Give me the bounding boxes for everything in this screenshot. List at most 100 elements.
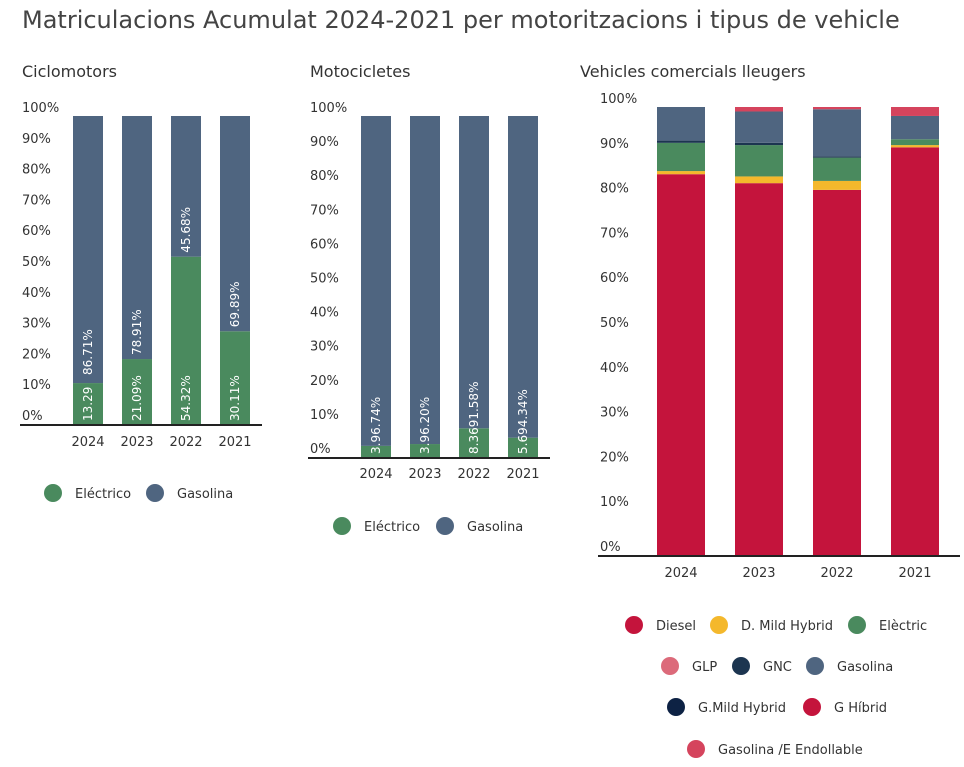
data-label: 3.96.20% [418,397,432,454]
y-tick-label: 90% [22,132,51,147]
bar-segment [657,174,705,555]
bar-segment [813,156,861,158]
panel-title: Vehicles comercials lleugers [580,62,806,81]
y-tick-label: 10% [22,378,51,393]
data-label: 8.3691.58% [467,382,481,454]
legend-label: Gasolina [467,520,523,535]
data-label: 3.96.74% [369,397,383,454]
x-tick-label: 2024 [359,467,392,482]
bar-segment [410,116,440,445]
y-tick-label: 70% [600,226,629,241]
data-label: 69.89% [228,281,242,327]
legend-marker [661,657,679,675]
x-tick-label: 2024 [71,435,104,450]
bar-segment [813,109,861,157]
y-tick-label: 0% [310,442,331,457]
bar-segment [657,107,705,141]
data-label: 13.29 [81,387,95,421]
y-tick-label: 20% [600,450,629,465]
bar-segment [735,111,783,143]
y-tick-label: 90% [600,137,629,152]
legend-marker [803,698,821,716]
panel-title: Motocicletes [310,62,410,81]
x-tick-label: 2022 [820,566,853,581]
y-tick-label: 100% [310,101,347,116]
y-tick-label: 60% [600,271,629,286]
bar-segment [122,359,152,424]
bar-segment [735,107,783,112]
bar-segment [73,383,103,424]
data-label: 5.694.34% [516,389,530,454]
y-tick-label: 10% [600,495,629,510]
y-tick-label: 0% [22,409,43,424]
bar-segment [735,183,783,555]
legend-label: Diesel [656,619,696,634]
bar-segment [657,171,705,175]
bar-segment [508,116,538,438]
x-tick-label: 2022 [169,435,202,450]
y-tick-label: 50% [22,255,51,270]
legend-marker [625,616,643,634]
legend-label: Elèctric [879,619,927,634]
bar-segment [459,428,489,457]
bar-segment [891,107,939,116]
bar-segment [410,444,440,457]
y-tick-label: 10% [310,408,339,423]
legend-marker [732,657,750,675]
y-tick-label: 20% [22,347,51,362]
data-label: 78.91% [130,309,144,355]
x-tick-label: 2023 [120,435,153,450]
legend-label: Gasolina /E Endollable [718,743,863,758]
legend-label: Gasolina [837,660,893,675]
y-tick-label: 30% [600,406,629,421]
legend-marker [687,740,705,758]
bar-segment [813,180,861,190]
y-tick-label: 60% [22,224,51,239]
bar-segment [508,437,538,457]
bar-segment [459,116,489,429]
legend-marker [806,657,824,675]
legend-label: G.Mild Hybrid [698,701,786,716]
bar-segment [122,116,152,360]
data-label: 86.71% [81,329,95,375]
legend-marker [44,484,62,502]
data-label: 30.11% [228,375,242,421]
bar-segment [891,145,939,148]
bar-segment [220,331,250,424]
legend-marker [667,698,685,716]
x-tick-label: 2023 [742,566,775,581]
y-tick-label: 40% [22,286,51,301]
x-tick-label: 2023 [408,467,441,482]
panel-title: Ciclomotors [22,62,117,81]
bar-segment [891,115,939,140]
legend-label: D. Mild Hybrid [741,619,833,634]
legend-marker [146,484,164,502]
bar-segment [73,116,103,384]
data-label: 54.32% [179,375,193,421]
bar-segment [735,142,783,146]
legend-label: G Híbrid [834,701,887,716]
bar-segment [171,256,201,424]
y-tick-label: 40% [310,306,339,321]
data-label: 21.09% [130,375,144,421]
y-tick-label: 20% [310,374,339,389]
x-tick-label: 2021 [898,566,931,581]
y-tick-label: 50% [310,272,339,287]
y-tick-label: 100% [600,92,637,107]
x-tick-label: 2024 [664,566,697,581]
main-title: Matriculacions Acumulat 2024-2021 per mo… [22,6,900,34]
legend-label: GLP [692,660,717,675]
y-tick-label: 90% [310,135,339,150]
bar-segment [735,145,783,177]
y-tick-label: 70% [310,203,339,218]
y-tick-label: 30% [22,317,51,332]
bar-segment [891,147,939,555]
legend-label: GNC [763,660,792,675]
bar-segment [657,140,705,143]
legend-label: Eléctrico [75,487,131,502]
y-tick-label: 100% [22,101,59,116]
y-tick-label: 70% [22,193,51,208]
y-tick-label: 40% [600,361,629,376]
bar-segment [813,107,861,110]
